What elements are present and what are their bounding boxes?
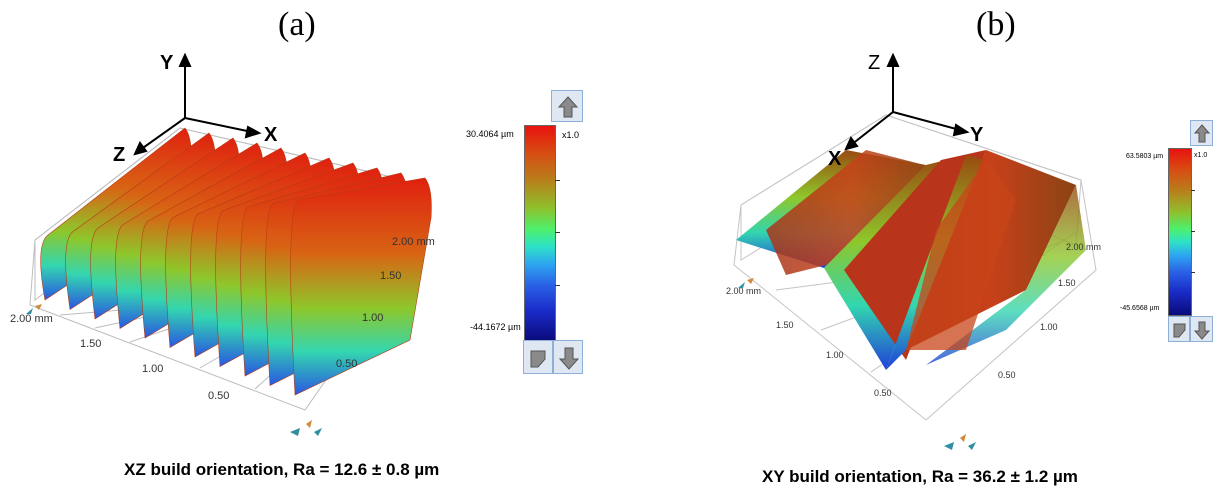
tick-right-2: 1.00 <box>362 312 384 324</box>
surface-ridges <box>40 127 432 396</box>
rotate-gizmo-icon[interactable] <box>940 432 980 454</box>
panel-label: (a) <box>278 6 316 43</box>
zoom-label: x1.0 <box>562 130 580 140</box>
color-scale-bar <box>524 125 556 342</box>
tick-right-0: 2.00 mm <box>1066 242 1102 252</box>
panel-label: (b) <box>976 6 1016 43</box>
scale-down-button[interactable] <box>1190 316 1213 342</box>
panel-b: (b) <box>606 0 1213 487</box>
tick-left-3: 0.50 <box>208 390 230 402</box>
tick-left-0: 2.00 mm <box>10 313 53 325</box>
tick-right-1: 1.50 <box>1058 278 1076 288</box>
surface-plot-b <box>733 52 1097 421</box>
caption: XZ build orientation, Ra = 12.6 ± 0.8 µm <box>124 460 440 479</box>
color-scale-bar <box>1168 148 1192 316</box>
scale-up-button[interactable] <box>551 90 583 122</box>
tick-right-2: 1.00 <box>1040 322 1058 332</box>
tick-left-1: 1.50 <box>776 320 794 330</box>
tick-left-3: 0.50 <box>874 388 892 398</box>
tick-right-3: 0.50 <box>998 370 1016 380</box>
caption: XY build orientation, Ra = 36.2 ± 1.2 µm <box>762 467 1078 486</box>
scale-max-label: 30.4064 µm <box>466 129 514 139</box>
tick-left-2: 1.00 <box>826 350 844 360</box>
axis-label-depth: X <box>828 148 842 170</box>
tick-left-0: 2.00 mm <box>726 286 762 296</box>
tick-left-2: 1.00 <box>142 363 164 375</box>
view-gizmo-icon[interactable] <box>736 276 756 292</box>
panel-a: (a) <box>0 0 606 487</box>
axis-label-up: Y <box>160 52 174 74</box>
tick-right-1: 1.50 <box>380 270 402 282</box>
scale-reset-button[interactable] <box>523 340 553 374</box>
scale-min-label: -44.1672 µm <box>470 322 521 332</box>
scale-max-label: 63.5803 µm <box>1126 153 1164 160</box>
axis-triad <box>844 52 970 151</box>
axis-label-right: Y <box>970 124 984 146</box>
axis-label-depth: Z <box>113 144 126 166</box>
tick-left-1: 1.50 <box>80 338 102 350</box>
zoom-label: x1.0 <box>1194 152 1208 159</box>
rotate-gizmo-icon[interactable] <box>286 418 326 440</box>
axis-label-right: X <box>264 124 278 146</box>
surface-bands <box>736 150 1086 370</box>
scale-reset-button[interactable] <box>1168 316 1190 342</box>
scale-down-button[interactable] <box>553 340 583 374</box>
scale-min-label: -45.6568 µm <box>1120 305 1160 312</box>
surface-plot-a <box>29 52 432 411</box>
tick-right-0: 2.00 mm <box>392 236 435 248</box>
view-gizmo-icon[interactable] <box>24 302 44 318</box>
scale-up-button[interactable] <box>1190 120 1213 146</box>
surface-ridge <box>290 177 432 396</box>
axis-label-up: Z <box>868 52 881 74</box>
tick-right-3: 0.50 <box>336 358 358 370</box>
axis-triad <box>133 52 262 156</box>
